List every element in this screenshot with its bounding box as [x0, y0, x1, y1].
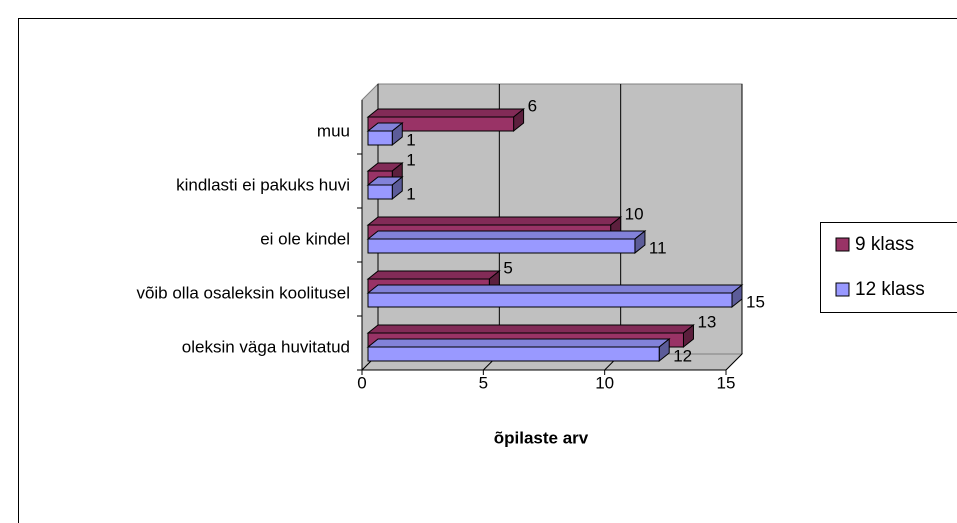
y-tick-label: ei ole kindel	[260, 229, 350, 248]
legend-label: 12 klass	[855, 279, 925, 300]
legend-swatch	[835, 282, 850, 297]
bar-face	[366, 338, 671, 348]
bar-face	[366, 108, 526, 118]
grid-line	[725, 353, 743, 371]
value-label: 5	[503, 258, 512, 277]
x-tick-label: 5	[479, 373, 488, 392]
bar-face	[367, 292, 733, 308]
value-label: 15	[746, 292, 765, 311]
value-label: 13	[697, 312, 716, 331]
bar-face	[366, 270, 501, 280]
value-label: 1	[406, 130, 415, 149]
value-label: 10	[625, 204, 644, 223]
y-tick-label: muu	[317, 121, 350, 140]
x-axis-title: õpilaste arv	[494, 428, 589, 447]
bar-face	[367, 116, 515, 132]
bar-face	[366, 216, 623, 226]
y-tick-label: kindlasti ei pakuks huvi	[176, 175, 350, 194]
bar	[366, 283, 744, 309]
x-tick-label: 0	[357, 373, 366, 392]
bar-face	[366, 324, 695, 334]
value-label: 1	[406, 184, 415, 203]
legend-swatch	[835, 237, 850, 252]
bar-face	[366, 284, 744, 294]
y-tick-label: oleksin väga huvitatud	[182, 337, 350, 356]
bar-face	[366, 230, 647, 240]
bar-face	[367, 130, 393, 146]
bar	[366, 229, 647, 255]
y-tick-label: võib olla osaleksin koolitusel	[136, 283, 350, 302]
x-tick-label: 15	[717, 373, 736, 392]
value-label: 11	[649, 238, 667, 257]
bar-face	[367, 346, 660, 362]
value-label: 6	[528, 96, 537, 115]
legend-label: 9 klass	[855, 234, 914, 255]
bar-face	[367, 184, 393, 200]
bar	[366, 121, 404, 147]
bar	[366, 175, 404, 201]
value-label: 12	[673, 346, 692, 365]
value-label: 1	[406, 150, 415, 169]
x-tick-label: 10	[595, 373, 614, 392]
bar-face	[367, 238, 636, 254]
bar	[366, 337, 671, 363]
bar	[366, 107, 526, 133]
